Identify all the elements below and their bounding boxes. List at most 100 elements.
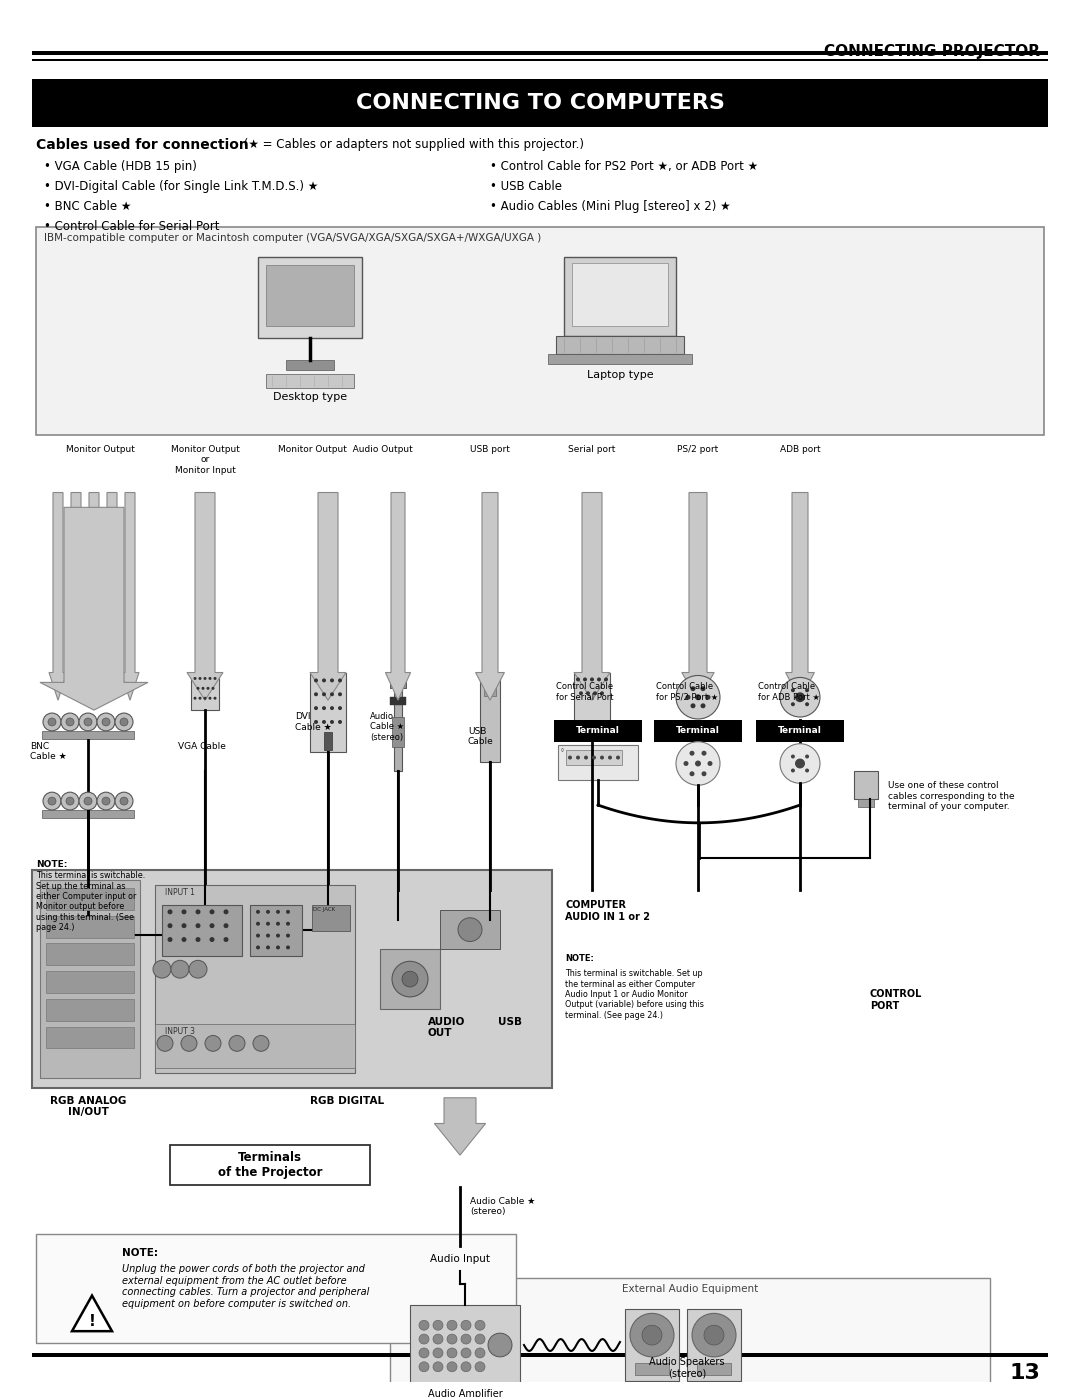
Text: RGB ANALOG
IN/OUT: RGB ANALOG IN/OUT: [50, 1095, 126, 1118]
Text: IBM-compatible computer or Macintosh computer (VGA/SVGA/XGA/SXGA/SXGA+/WXGA/UXGA: IBM-compatible computer or Macintosh com…: [44, 233, 541, 243]
Text: Control Cable
for Serial Port: Control Cable for Serial Port: [556, 682, 613, 701]
Bar: [687, 1309, 741, 1380]
Circle shape: [690, 703, 696, 708]
Circle shape: [461, 1362, 471, 1372]
Circle shape: [488, 1333, 512, 1356]
Circle shape: [202, 687, 204, 690]
Circle shape: [795, 759, 805, 768]
Circle shape: [208, 678, 212, 680]
Circle shape: [692, 1313, 735, 1356]
Circle shape: [419, 1320, 429, 1330]
Circle shape: [256, 946, 260, 950]
Circle shape: [676, 742, 720, 785]
Circle shape: [593, 692, 597, 696]
Circle shape: [805, 689, 809, 693]
Circle shape: [181, 923, 187, 928]
Bar: [548, 353, 692, 365]
Text: BNC
Cable ★: BNC Cable ★: [30, 742, 67, 761]
Bar: [410, 1305, 519, 1384]
Circle shape: [266, 946, 270, 950]
Bar: [394, 672, 402, 771]
Polygon shape: [72, 1295, 112, 1331]
Text: USB
Cable: USB Cable: [468, 726, 494, 746]
Circle shape: [256, 909, 260, 914]
Bar: [554, 719, 642, 742]
Circle shape: [686, 694, 690, 700]
Circle shape: [208, 697, 212, 700]
Circle shape: [338, 705, 342, 710]
Circle shape: [167, 909, 173, 914]
Bar: [756, 719, 843, 742]
Circle shape: [286, 922, 291, 926]
Text: USB: USB: [498, 1017, 522, 1027]
Bar: [310, 672, 346, 752]
Circle shape: [689, 771, 694, 777]
Text: PS/2 port: PS/2 port: [677, 446, 718, 454]
Text: AUDIO
OUT: AUDIO OUT: [428, 1017, 465, 1038]
Circle shape: [195, 937, 201, 942]
Circle shape: [210, 937, 215, 942]
Circle shape: [475, 1362, 485, 1372]
FancyArrow shape: [475, 493, 504, 700]
Circle shape: [447, 1362, 457, 1372]
Circle shape: [805, 768, 809, 773]
Circle shape: [276, 922, 280, 926]
Circle shape: [461, 1348, 471, 1358]
Text: • VGA Cable (HDB 15 pin): • VGA Cable (HDB 15 pin): [44, 161, 197, 173]
Circle shape: [79, 712, 97, 731]
Circle shape: [212, 687, 215, 690]
Circle shape: [702, 771, 706, 777]
Circle shape: [286, 909, 291, 914]
Circle shape: [48, 718, 56, 726]
Circle shape: [256, 933, 260, 937]
Circle shape: [266, 922, 270, 926]
Circle shape: [597, 678, 600, 682]
Bar: [572, 263, 669, 327]
Bar: [46, 999, 134, 1021]
Circle shape: [181, 937, 187, 942]
Circle shape: [79, 792, 97, 810]
Circle shape: [43, 792, 60, 810]
Circle shape: [433, 1348, 443, 1358]
Circle shape: [338, 679, 342, 682]
Circle shape: [253, 1035, 269, 1052]
Text: This terminal is switchable. Set up
the terminal as either Computer
Audio Input : This terminal is switchable. Set up the …: [565, 970, 704, 1020]
Circle shape: [642, 1326, 662, 1345]
Circle shape: [701, 686, 705, 692]
FancyArrow shape: [310, 493, 346, 700]
Bar: [380, 950, 440, 1009]
Text: Use one of these control
cables corresponding to the
terminal of your computer.: Use one of these control cables correspo…: [888, 781, 1014, 812]
Text: Cables used for connection: Cables used for connection: [36, 138, 248, 152]
Bar: [556, 337, 684, 353]
Circle shape: [338, 719, 342, 724]
Bar: [324, 732, 332, 750]
Bar: [266, 374, 354, 388]
Circle shape: [171, 960, 189, 978]
FancyArrow shape: [187, 493, 222, 700]
Bar: [635, 1363, 669, 1375]
Circle shape: [66, 718, 75, 726]
Circle shape: [576, 678, 580, 682]
Bar: [625, 1309, 679, 1380]
Circle shape: [314, 719, 318, 724]
Bar: [858, 799, 874, 807]
FancyArrow shape: [785, 493, 814, 700]
Circle shape: [197, 687, 200, 690]
Circle shape: [330, 679, 334, 682]
Bar: [573, 672, 610, 722]
Circle shape: [795, 693, 805, 703]
Bar: [392, 717, 404, 746]
Circle shape: [167, 937, 173, 942]
Bar: [854, 771, 878, 799]
Text: CONNECTING PROJECTOR: CONNECTING PROJECTOR: [824, 43, 1040, 59]
Circle shape: [780, 743, 820, 784]
Text: Laptop type: Laptop type: [586, 370, 653, 380]
Circle shape: [805, 703, 809, 707]
Bar: [42, 810, 134, 817]
Text: Monitor Output  Audio Output: Monitor Output Audio Output: [278, 446, 413, 454]
Text: COMPUTER
AUDIO IN 1 or 2: COMPUTER AUDIO IN 1 or 2: [565, 900, 650, 922]
Circle shape: [702, 750, 706, 756]
Circle shape: [266, 909, 270, 914]
Text: CONTROL
PORT: CONTROL PORT: [870, 989, 922, 1010]
Bar: [32, 1352, 1048, 1356]
